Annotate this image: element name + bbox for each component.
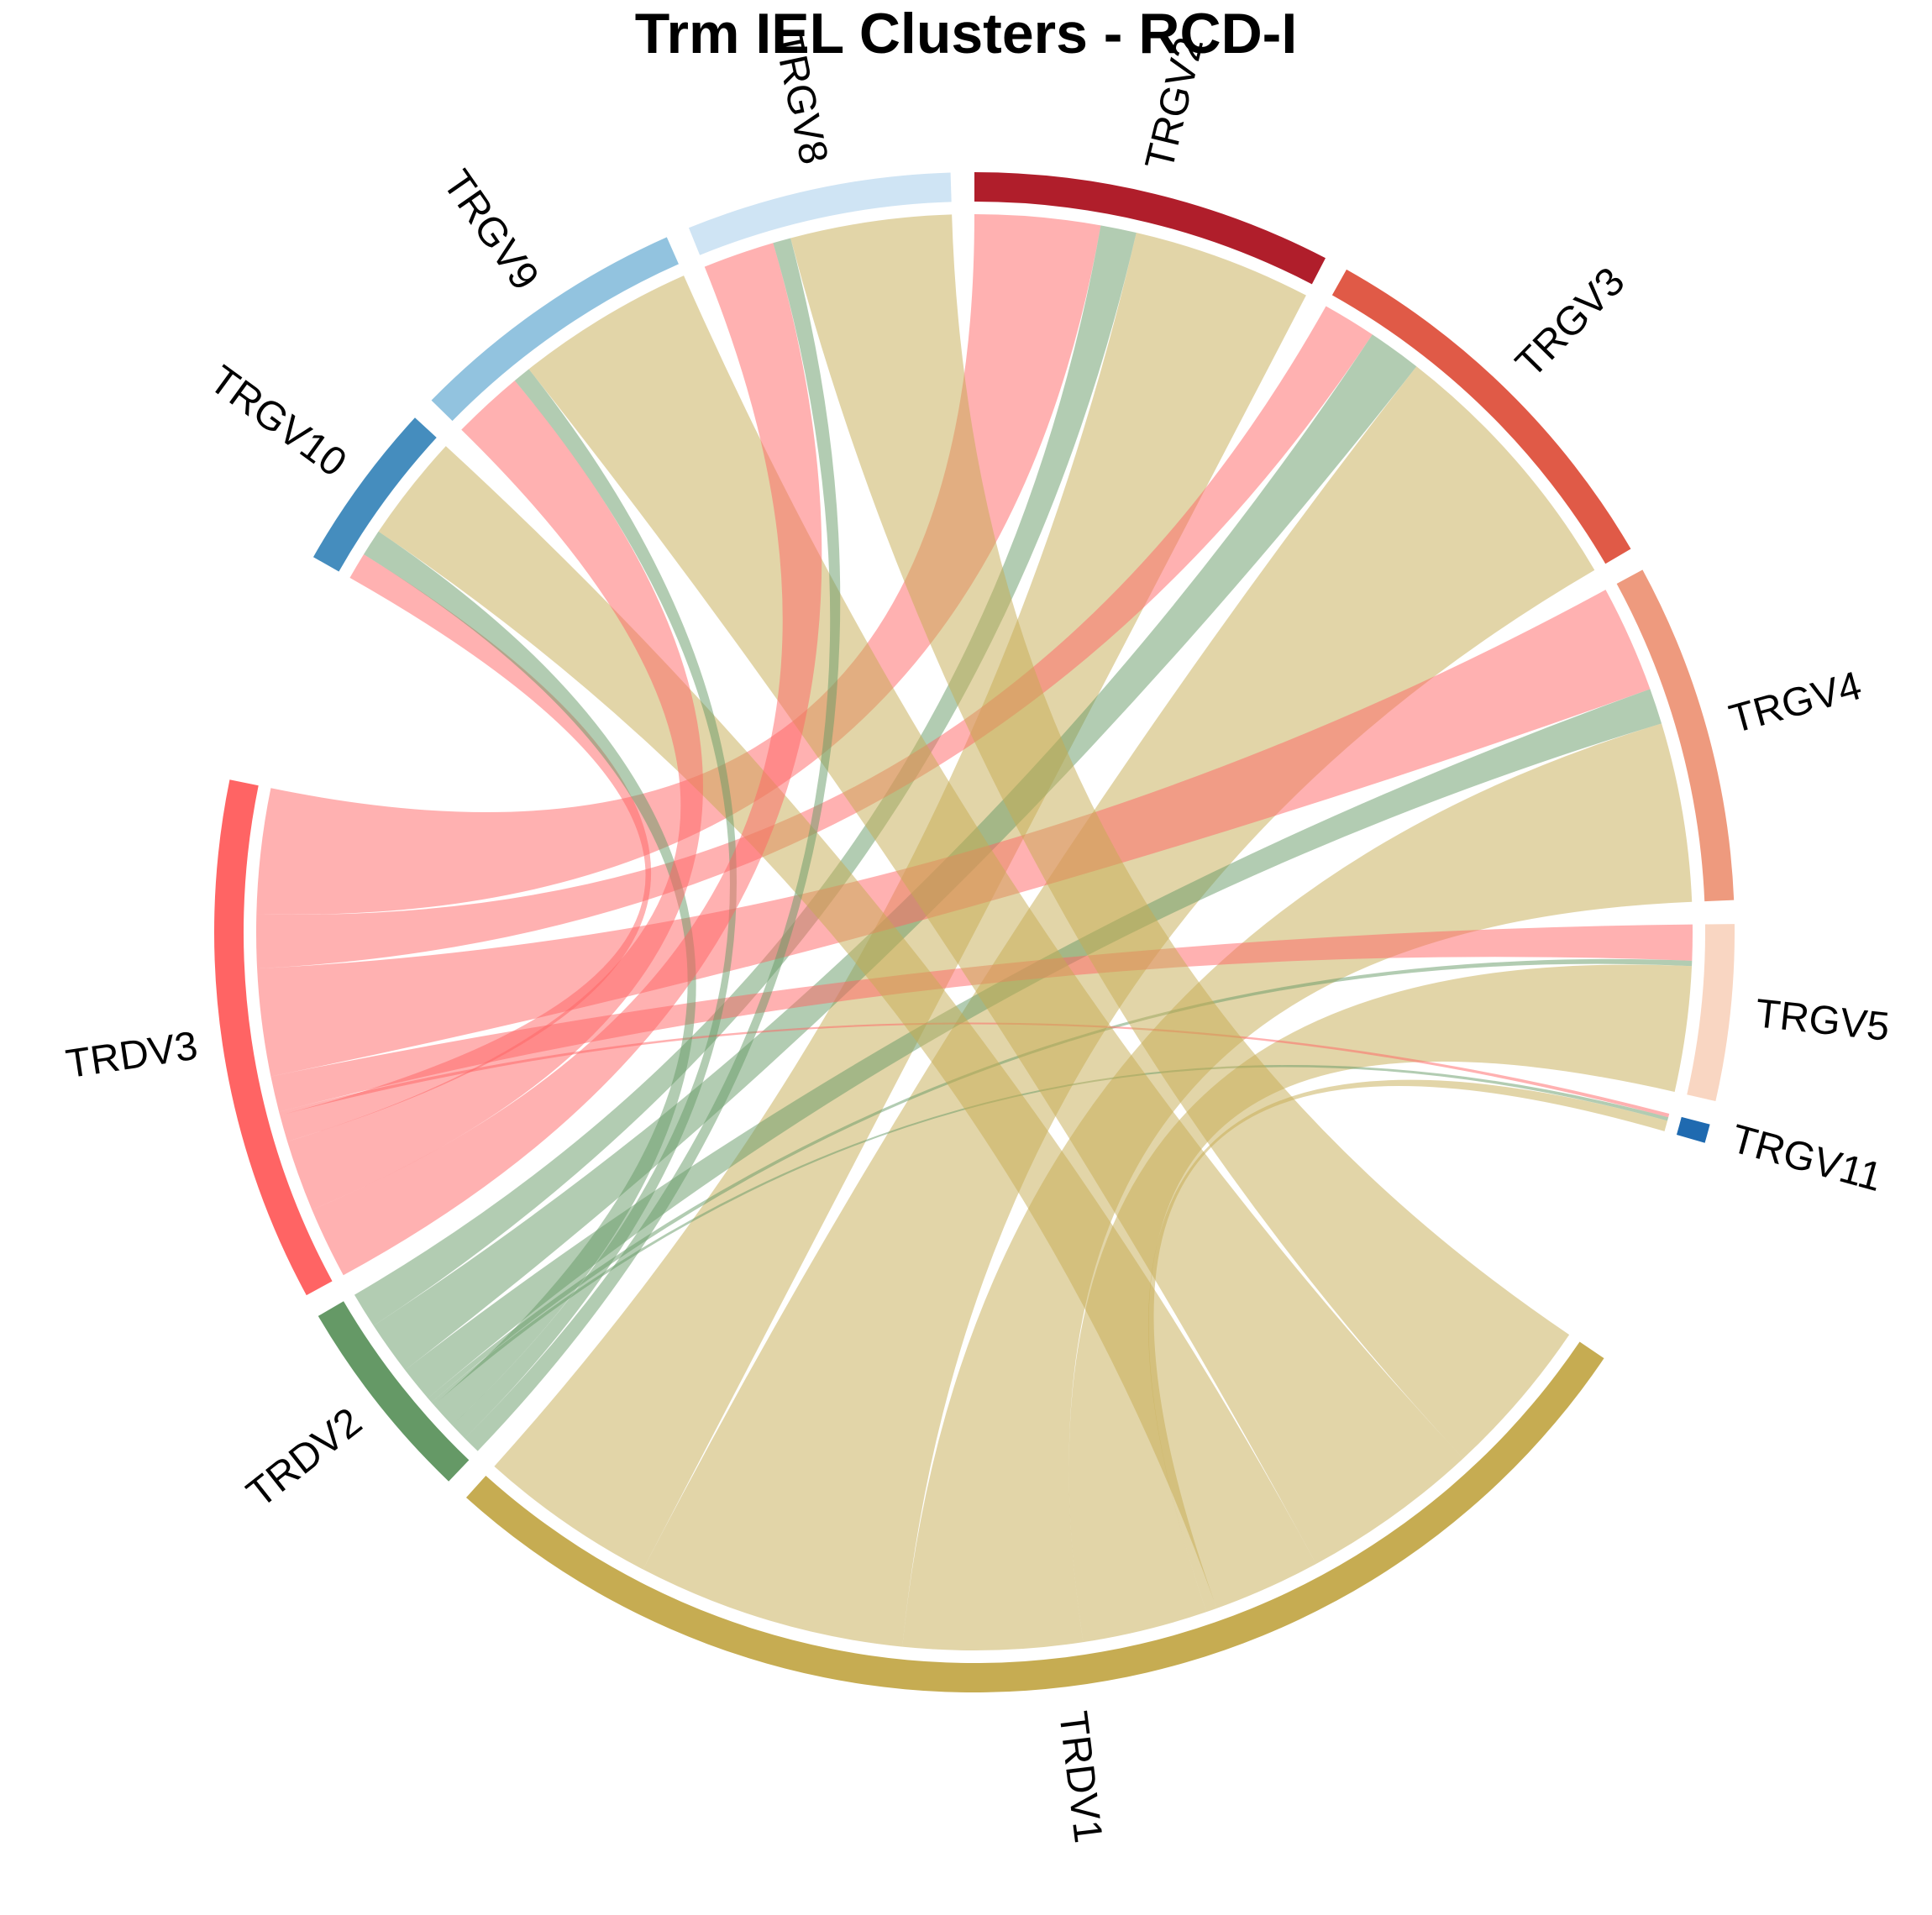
sector-label-trgv11: TRGV11 (1726, 1116, 1887, 1200)
link-trgv8-trdv2 (465, 238, 841, 1451)
sector-label-trgv2: TRGV2 (1137, 33, 1213, 174)
sector-label-trgv10: TRGV10 (202, 357, 354, 485)
tracks-layer (213, 172, 1735, 1693)
sector-label-trgv4: TRGV4 (1725, 664, 1866, 742)
link-trgv9-trdv3 (287, 380, 703, 1210)
sector-label-trgv3: TRGV3 (1508, 260, 1634, 386)
sector-track-trgv8 (688, 172, 952, 255)
link-trgv3-trdv2 (373, 334, 1417, 1371)
link-trgv8-trdv1 (790, 214, 1570, 1459)
sector-track-trgv5 (1687, 924, 1735, 1102)
link-trgv5-trdv3 (270, 924, 1693, 1112)
sector-track-trgv11 (1676, 1116, 1710, 1143)
sector-label-trdv3: TRDV3 (63, 1024, 200, 1088)
links-layer (255, 214, 1693, 1650)
link-trgv4-trdv2 (405, 689, 1662, 1398)
chart-title: Trm IEL Clusters - RCD-I (634, 2, 1298, 66)
sector-track-trgv10 (312, 417, 437, 572)
sector-label-trdv1: TRDV1 (1050, 1709, 1110, 1846)
sector-track-trgv2 (974, 172, 1326, 285)
sector-label-trgv9: TRGV9 (434, 162, 548, 298)
sector-track-trdv1 (465, 1341, 1604, 1693)
sector-track-trgv9 (431, 237, 679, 422)
sector-track-trgv3 (1331, 269, 1631, 564)
sector-label-trgv8: TRGV8 (764, 28, 836, 169)
sector-track-trdv3 (213, 779, 333, 1296)
sector-label-trdv2: TRDV2 (239, 1399, 370, 1516)
link-trgv4-trdv3 (257, 590, 1651, 1077)
link-trgv10-trdv2 (363, 531, 696, 1425)
sector-track-trgv4 (1616, 569, 1735, 902)
link-trgv9-trdv1 (528, 275, 1463, 1565)
link-trgv10-trdv1 (378, 446, 1316, 1608)
link-trgv8-trdv3 (312, 243, 822, 1276)
link-trgv5-trdv1 (1068, 964, 1693, 1643)
sector-track-trdv2 (318, 1301, 470, 1482)
sector-label-trgv5: TRGV5 (1753, 991, 1892, 1050)
